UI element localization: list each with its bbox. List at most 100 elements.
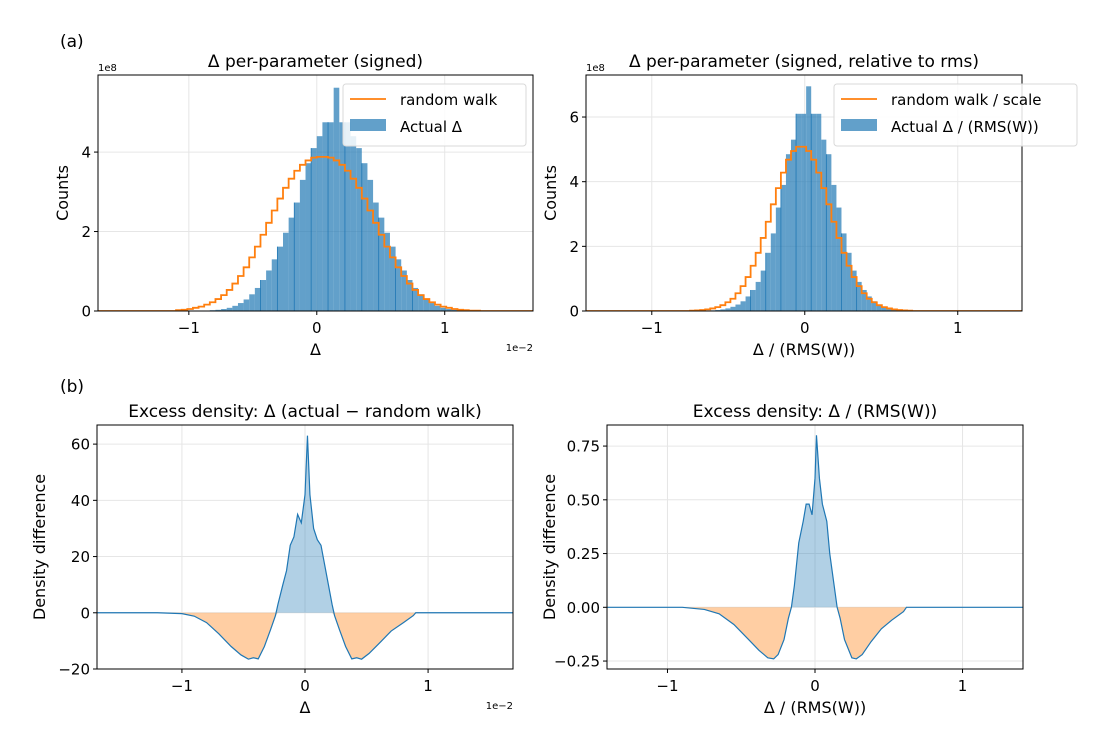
y-offset-label: 1e8: [98, 63, 117, 74]
histogram-bar: [299, 179, 306, 311]
histogram-bar: [785, 154, 791, 311]
histogram-bar: [288, 217, 295, 311]
x-offset-label: 1e−2: [506, 343, 533, 354]
x-tick-label: −1: [656, 677, 678, 695]
histogram-bar: [816, 113, 822, 311]
y-offset-label: 1e8: [586, 63, 605, 74]
chart-excess-delta: −1 0 1 −20 0 20 40 60 Excess density: Δ (actual …: [30, 402, 514, 717]
x-tick-label: 1: [440, 319, 450, 337]
y-tick-label: 0: [569, 303, 579, 321]
histogram-bar: [780, 184, 786, 311]
histogram-bar: [350, 136, 357, 311]
histogram-bar: [826, 154, 832, 311]
legend: random walk / scale Actual Δ / (RMS(W)): [833, 83, 1078, 147]
x-tick-label: 0: [312, 319, 322, 337]
y-axis-label: Counts: [541, 165, 560, 221]
histogram-bar: [237, 303, 244, 311]
histogram-bar: [790, 139, 797, 311]
excess-density-line: [607, 435, 1023, 660]
x-tick-label: 1: [423, 677, 433, 695]
y-tick-label: 0.75: [567, 438, 600, 456]
y-tick-label: 4: [569, 173, 579, 191]
x-tick-label: 1: [958, 677, 968, 695]
legend-frame: [833, 83, 1078, 147]
y-tick-label: 2: [81, 223, 91, 241]
histogram-bar: [271, 259, 278, 311]
chart-hist-delta-rel: −1 0 1 0 2 4 6 Δ per-parameter (signed, relativ…: [541, 52, 1078, 359]
y-tick-label: 2: [569, 238, 579, 256]
histogram-bar: [856, 281, 862, 311]
axes-frame: [585, 74, 1023, 312]
histogram-bar: [226, 307, 233, 311]
histogram-bar: [446, 309, 452, 311]
histogram-bar: [232, 305, 238, 311]
histogram-bar: [796, 113, 802, 311]
histogram-bar: [339, 122, 345, 311]
y-tick-label: 60: [71, 436, 90, 454]
positive-excess-area: [97, 435, 513, 613]
histogram-bar: [294, 202, 300, 311]
histogram-bar: [361, 163, 368, 311]
positive-excess-area: [607, 435, 1023, 608]
y-tick-label: 0.00: [567, 599, 600, 617]
random-walk-step-line: [98, 155, 533, 311]
histogram-bar: [311, 148, 317, 311]
histogram-bar: [745, 296, 751, 311]
histogram-bar: [760, 270, 766, 311]
histogram-bar: [221, 309, 227, 311]
x-offset-label: 1e−2: [486, 701, 513, 712]
y-tick-label: −0.25: [554, 653, 600, 671]
histogram-bar: [740, 301, 746, 311]
legend-entry-actual: Actual Δ / (RMS(W)): [891, 118, 1039, 136]
histogram-bar: [846, 252, 852, 311]
legend-entry-random-walk: random walk / scale: [891, 91, 1042, 109]
y-tick-label: 0.25: [567, 545, 600, 563]
histogram-bar: [378, 217, 385, 311]
histogram-bar: [389, 246, 396, 311]
x-tick-label: 0: [810, 677, 820, 695]
y-tick-label: 4: [81, 144, 91, 162]
histogram-bar: [806, 86, 812, 311]
y-axis-label: Density difference: [30, 474, 49, 620]
histogram-bar: [836, 207, 842, 311]
histogram-bar: [367, 179, 374, 311]
x-tick-label: −1: [178, 319, 200, 337]
y-tick-label: 0: [80, 604, 90, 622]
histogram-bar: [735, 304, 741, 311]
x-axis-label: Δ: [310, 340, 321, 359]
random-walk-step-line: [586, 145, 1022, 311]
plot-area: [586, 86, 1022, 311]
histogram-bar: [770, 233, 776, 311]
chart-title: Excess density: Δ (actual − random walk): [128, 402, 482, 422]
histogram-bar: [775, 207, 781, 311]
panel-label-b: (b): [60, 377, 84, 397]
histogram-bar: [871, 301, 877, 311]
chart-excess-delta-rel: −1 0 1 −0.25 0.00 0.25 0.50 0.75 Excess density:…: [540, 402, 1024, 717]
histogram-bar: [305, 163, 312, 311]
axes-frame: [97, 74, 534, 312]
y-tick-label: 40: [71, 492, 90, 510]
y-tick-label: −20: [58, 661, 90, 679]
histogram-bar: [401, 270, 407, 311]
histogram-bar: [277, 246, 284, 311]
x-axis-label: Δ: [300, 698, 311, 717]
histogram-bar: [418, 294, 424, 311]
x-tick-label: 0: [800, 319, 810, 337]
x-tick-label: −1: [641, 319, 663, 337]
histogram-bar: [841, 233, 847, 311]
histogram-bar: [881, 306, 887, 311]
histogram-bar: [750, 289, 756, 311]
histogram-bar: [316, 136, 323, 311]
histogram-bar: [801, 113, 807, 311]
legend-entry-random-walk: random walk: [400, 91, 498, 109]
y-axis-label: Counts: [53, 165, 72, 221]
histogram-bar: [876, 304, 882, 311]
legend-entry-actual: Actual Δ: [400, 118, 463, 136]
legend: random walk Actual Δ: [342, 83, 527, 147]
histogram-bar: [322, 122, 329, 311]
histogram-bar: [866, 296, 872, 311]
chart-title: Δ per-parameter (signed, relative to rms…: [629, 52, 979, 72]
x-tick-label: −1: [171, 677, 193, 695]
plot-area: [607, 435, 1023, 660]
